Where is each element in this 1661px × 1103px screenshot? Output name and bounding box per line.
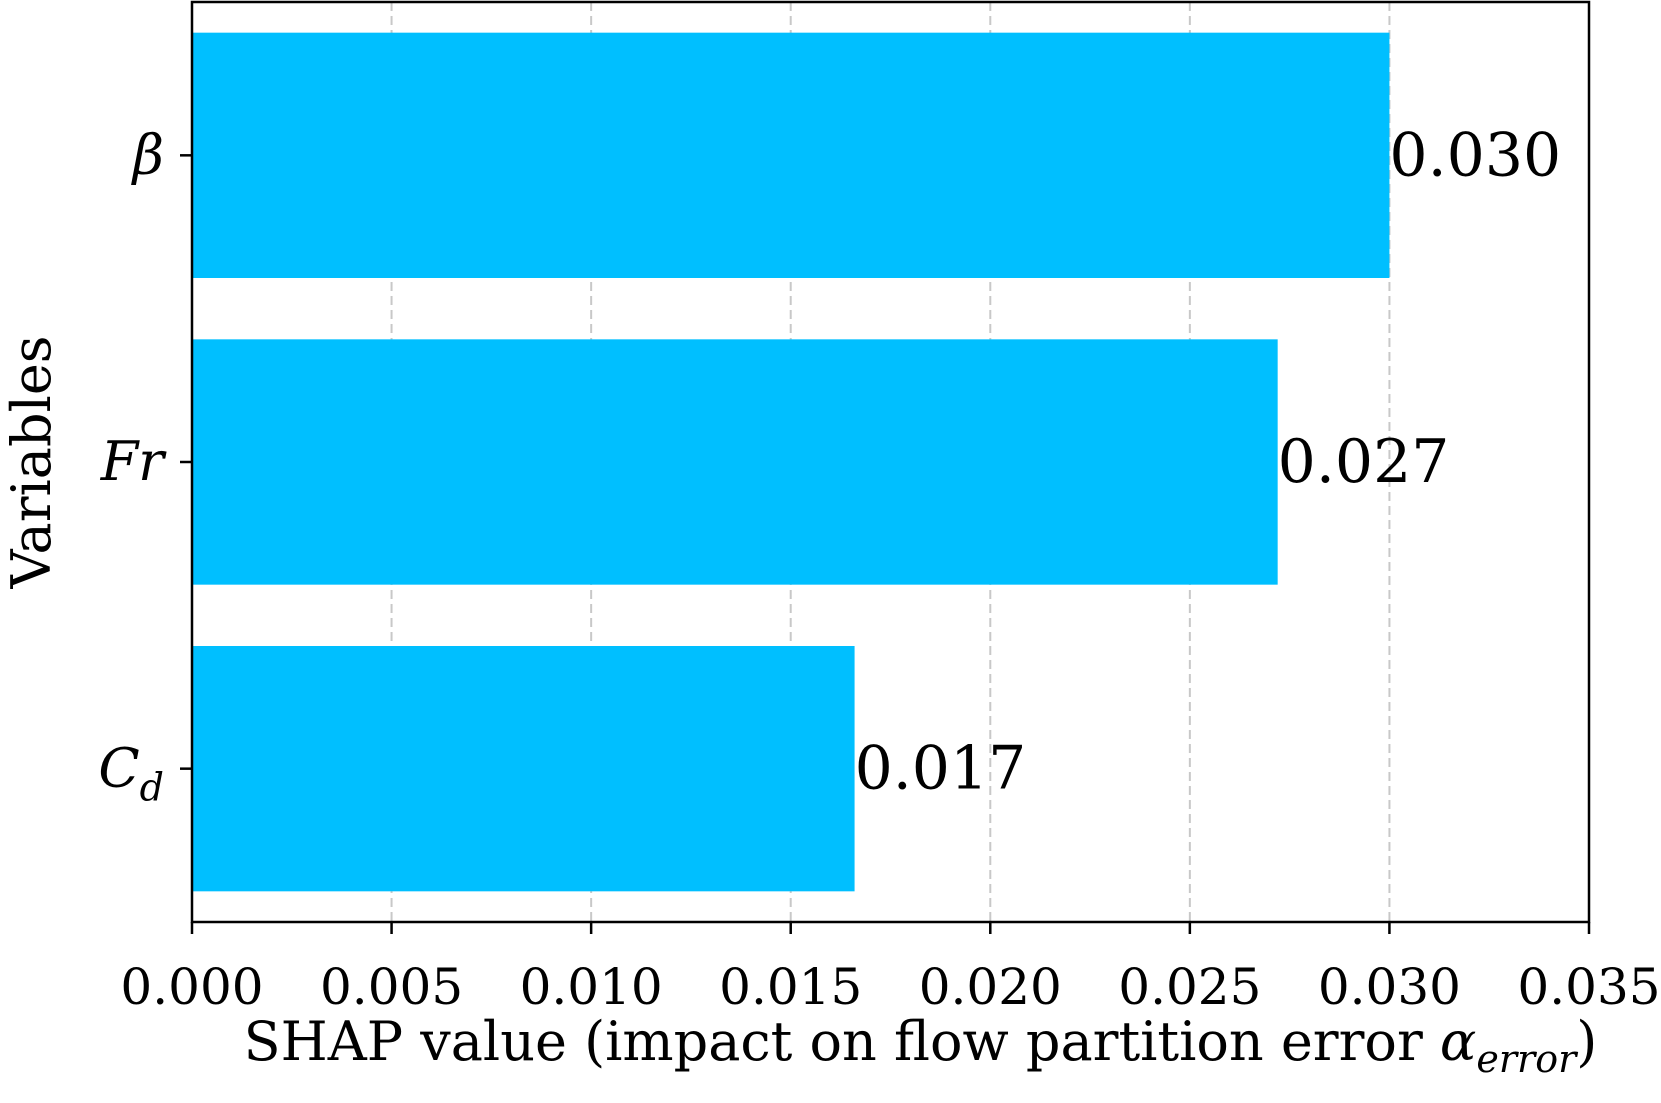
y-axis-label: Variables [0,335,63,589]
x-tick-label: 0.000 [120,958,263,1016]
bars [192,32,1390,892]
bar [192,339,1278,585]
bar [192,646,855,892]
bar [192,32,1390,278]
bar-value-label: 0.017 [855,734,1027,804]
x-tick-label: 0.020 [919,958,1062,1016]
y-tick-label: Cd [98,737,164,810]
x-tick-label: 0.005 [320,958,463,1016]
x-tick-label: 0.035 [1517,958,1660,1016]
labels: 0.000 0.005 0.010 0.015 0.020 0.025 0.030 0.035… [0,120,1661,1081]
bar-value-label: 0.027 [1278,427,1450,497]
x-axis-label: SHAP value (impact on flow partition err… [244,1010,1598,1081]
x-tick-label: 0.025 [1118,958,1261,1016]
ticks [180,154,1591,934]
y-tick-label: Fr [100,430,167,493]
x-tick-label: 0.010 [520,958,663,1016]
x-tick-label: 0.015 [719,958,862,1016]
bar-value-label: 0.030 [1389,120,1561,190]
x-tick-label: 0.030 [1318,958,1461,1016]
y-tick-label: β [131,123,164,186]
